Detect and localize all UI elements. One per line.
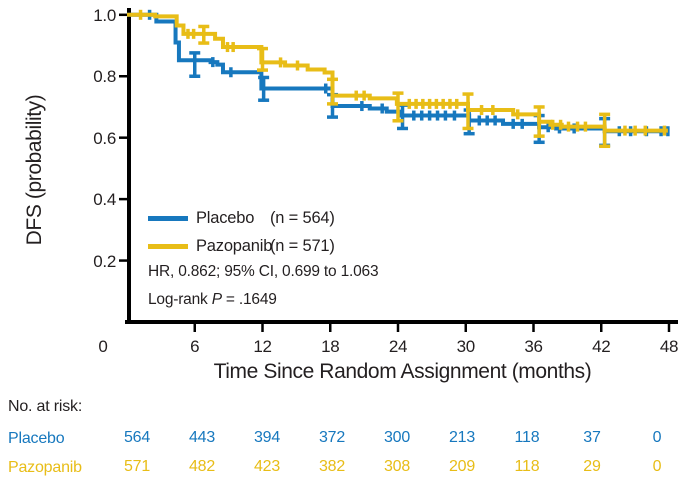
legend-item-placebo: Placebo (n = 564) <box>148 209 335 228</box>
x-tick-label: 42 <box>592 337 611 356</box>
risk-value: 118 <box>514 429 540 446</box>
placebo-line-swatch <box>148 216 188 221</box>
x-tick-label: 6 <box>190 337 200 356</box>
risk-value: 482 <box>188 458 216 475</box>
risk-value: 423 <box>253 458 281 475</box>
x-tick-label: 48 <box>659 337 679 356</box>
legend-item-pazopanib: Pazopanib (n = 571) <box>148 237 335 256</box>
logrank-value: = .1649 <box>221 291 277 308</box>
hr-ci-text: HR, 0.862; 95% CI, 0.699 to 1.063 <box>148 263 379 280</box>
risk-row-label-placebo: Placebo <box>8 430 65 447</box>
risk-value: 209 <box>448 458 476 475</box>
x-tick-label: 18 <box>321 337 340 356</box>
x-tick-label: 0 <box>98 337 108 356</box>
x-tick-label: 36 <box>524 337 543 356</box>
risk-table-header: No. at risk: <box>8 398 83 415</box>
y-tick-label: 0.2 <box>93 251 116 271</box>
logrank-text: Log-rank P = .1649 <box>148 291 277 309</box>
x-tick-label: 12 <box>253 337 272 356</box>
y-tick-label: 1.0 <box>93 5 116 25</box>
risk-value: 0 <box>652 429 662 446</box>
risk-value: 382 <box>318 458 346 475</box>
y-tick-label: 0.4 <box>93 190 116 210</box>
risk-value: 213 <box>448 429 476 446</box>
y-tick-label: 0.6 <box>93 128 116 148</box>
risk-value: 0 <box>652 458 662 475</box>
x-tick-label: 30 <box>456 337 476 356</box>
logrank-p-symbol: P <box>211 291 222 308</box>
risk-value: 564 <box>123 429 151 446</box>
risk-value: 372 <box>318 429 346 446</box>
risk-value: 37 <box>583 429 601 446</box>
x-axis-title: Time Since Random Assignment (months) <box>213 360 592 383</box>
legend-pazopanib-n: (n = 571) <box>270 237 335 255</box>
risk-value: 118 <box>514 458 540 475</box>
risk-row-label-pazopanib: Pazopanib <box>8 459 82 476</box>
risk-value: 571 <box>123 458 151 475</box>
risk-value: 300 <box>383 429 411 446</box>
x-tick-label: 24 <box>388 337 408 356</box>
risk-value: 308 <box>383 458 411 475</box>
legend-placebo-n: (n = 564) <box>270 209 335 227</box>
pazopanib-line-swatch <box>148 244 188 249</box>
risk-value: 394 <box>253 429 281 446</box>
logrank-prefix: Log-rank <box>148 291 212 308</box>
risk-value: 443 <box>188 429 216 446</box>
y-axis-title: DFS (probability) <box>23 94 46 246</box>
y-tick-label: 0.8 <box>93 67 116 87</box>
risk-value: 29 <box>583 458 601 475</box>
legend-pazopanib-label: Pazopanib <box>196 237 273 255</box>
legend-placebo-label: Placebo <box>196 209 255 227</box>
